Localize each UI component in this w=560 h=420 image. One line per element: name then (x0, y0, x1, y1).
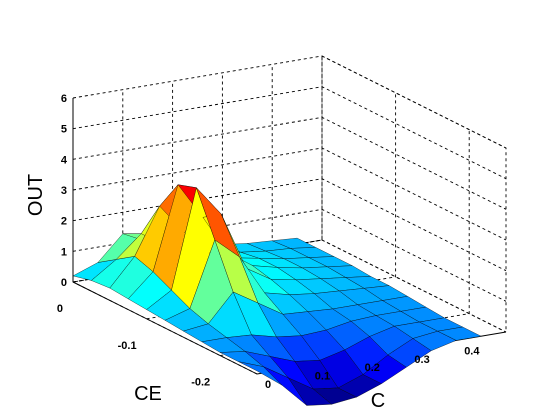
z-tick-label: 5 (61, 124, 67, 136)
c-tick-label: 0 (265, 379, 271, 391)
z-tick-labels: 0 1 2 3 4 5 6 (61, 93, 68, 289)
c-tick-label: 0.2 (365, 362, 380, 374)
c-tick-label: 0.1 (315, 371, 330, 383)
c-tick-label: 0.3 (414, 354, 429, 366)
z-tick-label: 0 (61, 277, 67, 289)
z-gridline (72, 147, 507, 241)
surface-facet (437, 326, 482, 341)
c-tick-labels: 0 0.1 0.2 0.3 0.4 (265, 345, 480, 391)
ce-tick-label: -0.2 (191, 377, 210, 389)
z-tick-label: 3 (61, 185, 67, 197)
z-tick-label: 6 (61, 93, 67, 105)
c-tick-label: 0.4 (464, 345, 480, 357)
ce-tick-labels: 0 -0.1 -0.2 (57, 303, 210, 389)
z-gridline (72, 55, 507, 149)
z-gridline (72, 116, 507, 210)
ce-axis-line (72, 281, 258, 375)
c-axis-label: C (371, 390, 385, 412)
z-tick-label: 1 (61, 246, 67, 258)
z-gridline (72, 86, 507, 180)
z-axis-label: OUT (25, 174, 47, 216)
surface-mesh (72, 184, 482, 406)
z-tick-label: 2 (61, 216, 67, 228)
ce-axis-label: CE (134, 383, 162, 405)
ce-tick-label: 0 (57, 303, 63, 315)
z-tick-label: 4 (61, 154, 68, 166)
ce-tick-label: -0.1 (118, 340, 137, 352)
